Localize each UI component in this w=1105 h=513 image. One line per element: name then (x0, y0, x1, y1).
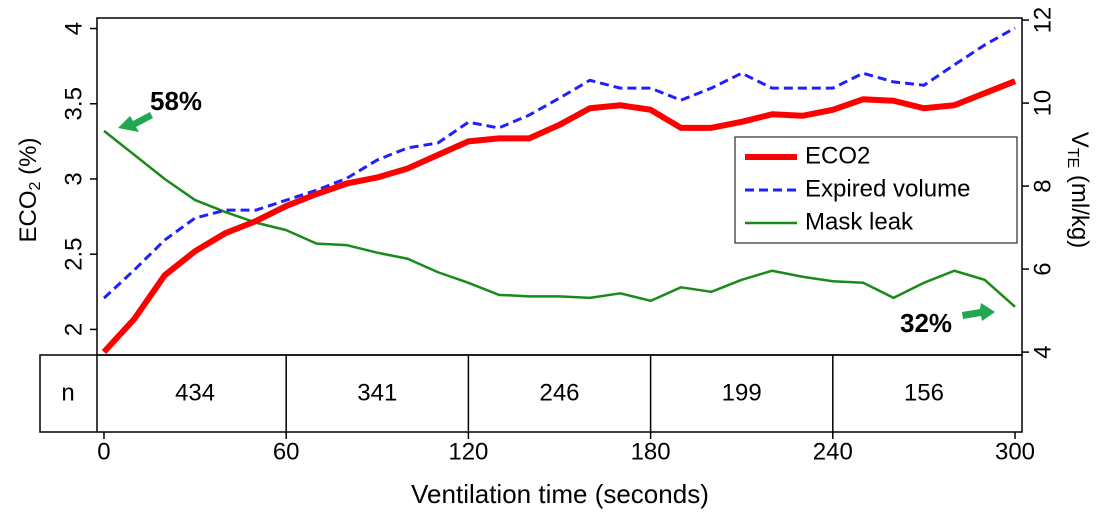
annotation: 32% (900, 308, 952, 338)
y-axis-label-sub: 2 (27, 181, 44, 190)
x-tick-label: 120 (448, 438, 488, 465)
table-cell: 246 (539, 379, 579, 406)
table-cell: 434 (175, 379, 215, 406)
y2-axis-label-part: V (1066, 132, 1093, 148)
y-tick-label: 3.5 (60, 87, 87, 120)
y2-tick-label: 8 (1029, 179, 1056, 192)
y-tick-label: 2 (60, 323, 87, 336)
y-axis-label-part: ECO (15, 190, 42, 242)
x-tick-label: 300 (995, 438, 1035, 465)
y-axis-label: ECO2 (%) (15, 138, 44, 243)
annotation: 58% (150, 86, 202, 116)
x-tick-label: 60 (273, 438, 300, 465)
y2-axis-label: VTE (ml/kg) (1064, 132, 1093, 248)
y2-tick-label: 4 (1029, 345, 1056, 358)
legend-label: ECO2 (805, 142, 870, 169)
y2-axis-label-sub: TE (1064, 148, 1081, 168)
y2-tick-label: 6 (1029, 262, 1056, 275)
y-tick-label: 3 (60, 172, 87, 185)
x-tick-label: 180 (631, 438, 671, 465)
table-cell: 156 (904, 379, 944, 406)
y2-tick-label: 10 (1029, 90, 1056, 117)
annotation-arrow (962, 303, 995, 321)
x-tick-label: 240 (813, 438, 853, 465)
series-line (101, 78, 1017, 355)
table-frame (39, 354, 1023, 433)
x-tick-label: 0 (97, 438, 110, 465)
y2-tick-label: 12 (1029, 7, 1056, 34)
x-axis-label: Ventilation time (seconds) (411, 479, 709, 509)
y2-axis-label-part: (ml/kg) (1066, 168, 1093, 248)
y-axis-label-part: (%) (15, 138, 42, 182)
y-tick-label: 4 (60, 22, 87, 35)
y-tick-label: 2.5 (60, 238, 87, 271)
table-cell: 199 (722, 379, 762, 406)
annotation-arrow (118, 112, 153, 132)
table-cell: 341 (357, 379, 397, 406)
legend-label: Mask leak (805, 208, 914, 235)
legend-label: Expired volume (805, 175, 970, 202)
series-line (102, 26, 1016, 300)
table-label: n (61, 379, 74, 406)
